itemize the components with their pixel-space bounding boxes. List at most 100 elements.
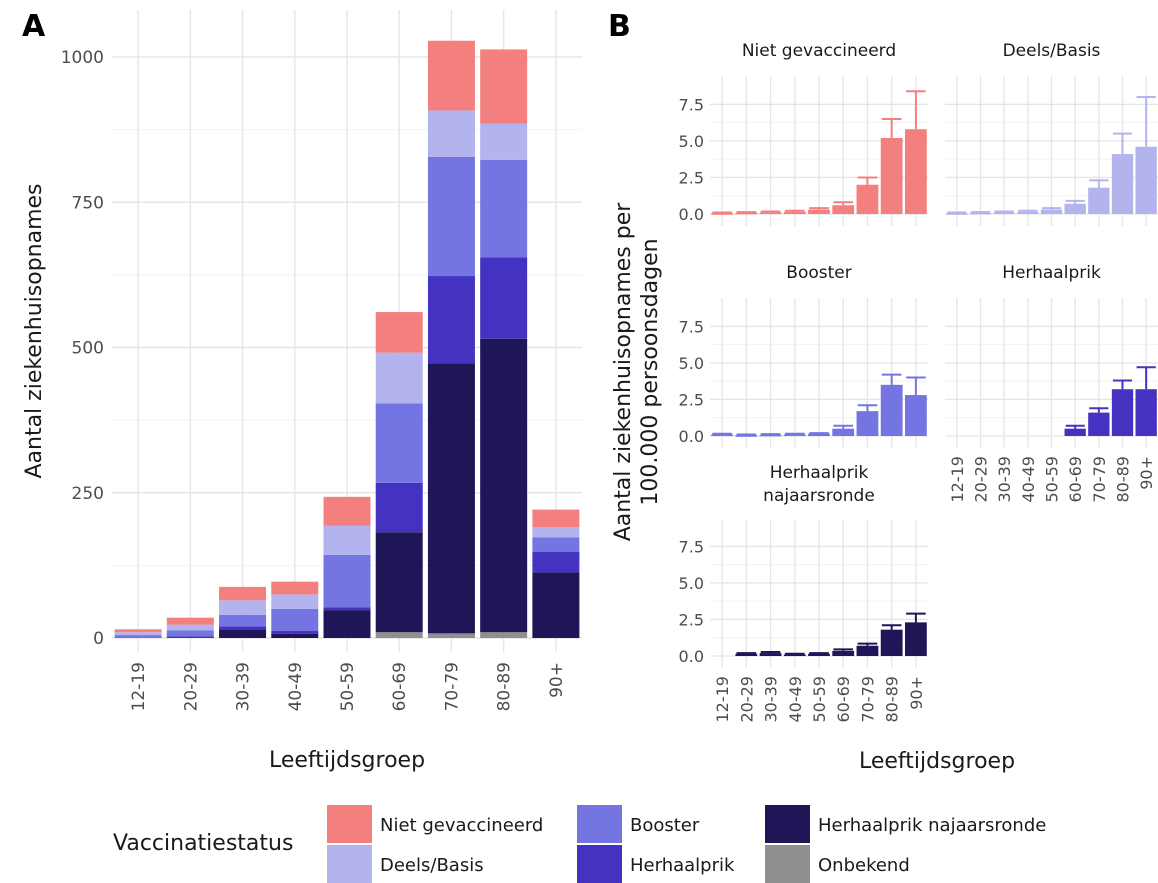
bar-b-niet-gevaccineerd-40-49: [783, 211, 806, 214]
x-axis-title-a: Leeftijdsgroep: [269, 748, 425, 773]
legend-label-onbekend: Onbekend: [818, 855, 910, 876]
bar-a-60-69-deels-basis: [375, 352, 423, 404]
facet-y-tick-label: 2.5: [679, 610, 704, 629]
facet-y-tick-label: 7.5: [679, 95, 704, 114]
facet-title: najaarsronde: [763, 486, 875, 506]
bar-b-herhaalprik-najaarsronde-40-49: [783, 654, 806, 657]
bar-a-20-29-herhaalprik: [166, 636, 214, 638]
facet-booster: 0.0 2.5 5.0 7.5 Booster: [679, 263, 928, 448]
x-tick-label-a: 40-49: [286, 662, 306, 711]
y-axis-title-b-line1: Aantal ziekenhuisopnames per: [611, 202, 636, 542]
bar-a-90-booster: [532, 537, 580, 553]
x-tick-label-a: 20-29: [181, 662, 201, 711]
bar-b-booster-40-49: [783, 434, 806, 437]
facet-x-tick-label: 40-49: [786, 676, 805, 723]
legend-swatch-herhaalprik: [577, 845, 622, 883]
facet-y-tick-label: 7.5: [679, 317, 704, 336]
bar-b-herhaalprik-najaarsronde-70-79: [856, 645, 879, 656]
legend-swatch-niet-gevaccineerd: [327, 805, 372, 843]
bar-a-80-89-deels-basis: [480, 123, 528, 160]
panel-a: 0 250 500 750 1000 12-19 20-29 30-39 40-49 50-59 6…: [22, 9, 582, 773]
bar-a-30-39-herhaalprik: [219, 626, 267, 630]
bar-a-40-49-deels-basis: [271, 594, 319, 609]
bar-a-70-79-herhaalprik: [427, 276, 475, 364]
facet-y-tick-label: 2.5: [679, 390, 704, 409]
facet-y-tick-label: 5.0: [679, 132, 704, 151]
y-tick-label-a: 500: [72, 339, 104, 359]
bar-b-deels-basis-50-59: [1040, 209, 1063, 214]
x-axis-title-b: Leeftijdsgroep: [859, 749, 1015, 774]
bar-b-herhaalprik-najaarsronde-30-39: [759, 653, 782, 656]
facet-y-tick-label: 0.0: [679, 205, 704, 224]
facet-x-tick-label: 60-69: [834, 676, 853, 723]
bar-b-herhaalprik-90: [1135, 389, 1157, 436]
bar-b-booster-30-39: [759, 434, 782, 437]
bar-a-60-69-booster: [375, 403, 423, 483]
bar-a-90-herhaalprik-najaarsronde: [532, 572, 580, 638]
bar-b-deels-basis-30-39: [993, 212, 1015, 215]
facet-x-tick-label: 60-69: [1066, 456, 1085, 503]
bar-a-12-19-booster: [114, 635, 162, 638]
bar-b-niet-gevaccineerd-30-39: [759, 212, 782, 215]
bar-a-12-19-niet-gevaccineerd: [114, 629, 162, 633]
bar-b-herhaalprik-60-69: [1064, 428, 1086, 436]
facet-x-tick-label: 12-19: [713, 676, 732, 723]
panel-label-b: B: [608, 9, 631, 44]
facet-niet-gevaccineerd: 0.0 2.5 5.0 7.5 Niet gevaccineerd: [679, 41, 928, 226]
bar-a-60-69-herhaalprik: [375, 482, 423, 533]
x-tick-label-a: 50-59: [338, 662, 358, 711]
bar-a-90-herhaalprik: [532, 552, 580, 573]
bar-a-70-79-booster: [427, 156, 475, 277]
bar-a-70-79-niet-gevaccineerd: [427, 40, 475, 111]
bar-b-herhaalprik-80-89: [1111, 389, 1134, 436]
bar-b-deels-basis-60-69: [1064, 203, 1086, 214]
bar-a-20-29-booster: [166, 630, 214, 637]
facet-x-tick-label: 30-39: [762, 676, 781, 723]
bar-b-herhaalprik-najaarsronde-50-59: [808, 653, 830, 656]
y-axis-title-b-line2: 100.000 persoonsdagen: [638, 238, 663, 505]
facet-x-tick-label: 30-39: [995, 456, 1014, 503]
bar-b-niet-gevaccineerd-12-19: [711, 213, 734, 215]
bar-b-herhaalprik-70-79: [1088, 412, 1110, 436]
bar-a-30-39-deels-basis: [219, 600, 267, 615]
x-tick-label-a: 60-69: [390, 662, 410, 711]
facet-x-tick-label: 40-49: [1019, 456, 1038, 503]
bar-a-50-59-herhaalprik-najaarsronde: [323, 610, 371, 638]
bar-a-30-39-niet-gevaccineerd: [219, 586, 267, 601]
bar-b-deels-basis-12-19: [946, 213, 968, 215]
legend-swatch-deels-basis: [327, 845, 372, 883]
legend-label-booster: Booster: [630, 815, 700, 836]
bar-a-80-89-onbekend: [480, 632, 528, 638]
panel-b: 0.0 2.5 5.0 7.5 Niet gevaccineerd Deels/Basis…: [608, 9, 1158, 774]
x-tick-label-a: 80-89: [495, 662, 515, 711]
bar-a-70-79-onbekend: [427, 633, 475, 638]
bar-a-20-29-deels-basis: [166, 624, 214, 631]
facet-title: Herhaalprik: [770, 463, 869, 483]
facet-x-tick-label: 12-19: [948, 456, 967, 503]
bar-b-deels-basis-20-29: [969, 212, 992, 215]
bar-b-niet-gevaccineerd-60-69: [832, 205, 855, 214]
facet-x-tick-label: 70-79: [858, 676, 877, 723]
legend-label-niet-gevaccineerd: Niet gevaccineerd: [380, 815, 543, 836]
facet-title: Niet gevaccineerd: [742, 41, 896, 61]
y-tick-label-a: 250: [72, 484, 104, 504]
facet-y-tick-label: 2.5: [679, 168, 704, 187]
bar-a-40-49-herhaalprik: [271, 631, 319, 634]
bar-a-50-59-booster: [323, 554, 371, 608]
bar-a-20-29-niet-gevaccineerd: [166, 617, 214, 625]
bar-b-booster-80-89: [880, 384, 903, 436]
bar-b-niet-gevaccineerd-70-79: [856, 184, 879, 214]
facet-y-tick-label: 0.0: [679, 427, 704, 446]
bar-a-80-89-herhaalprik-najaarsronde: [480, 338, 528, 633]
legend-swatch-herhaalprik-najaarsronde: [765, 805, 810, 843]
facet-x-tick-label: 50-59: [1043, 456, 1062, 503]
bar-a-60-69-niet-gevaccineerd: [375, 312, 423, 353]
bar-b-niet-gevaccineerd-20-29: [735, 212, 758, 215]
bar-a-50-59-herhaalprik: [323, 607, 371, 611]
x-tick-label-a: 90+: [547, 662, 567, 698]
bar-a-80-89-herhaalprik: [480, 257, 528, 339]
legend: Vaccinatiestatus Niet gevaccineerd Deels/B…: [113, 805, 1046, 883]
bar-b-herhaalprik-najaarsronde-90: [904, 622, 927, 656]
bar-b-niet-gevaccineerd-50-59: [808, 209, 830, 214]
